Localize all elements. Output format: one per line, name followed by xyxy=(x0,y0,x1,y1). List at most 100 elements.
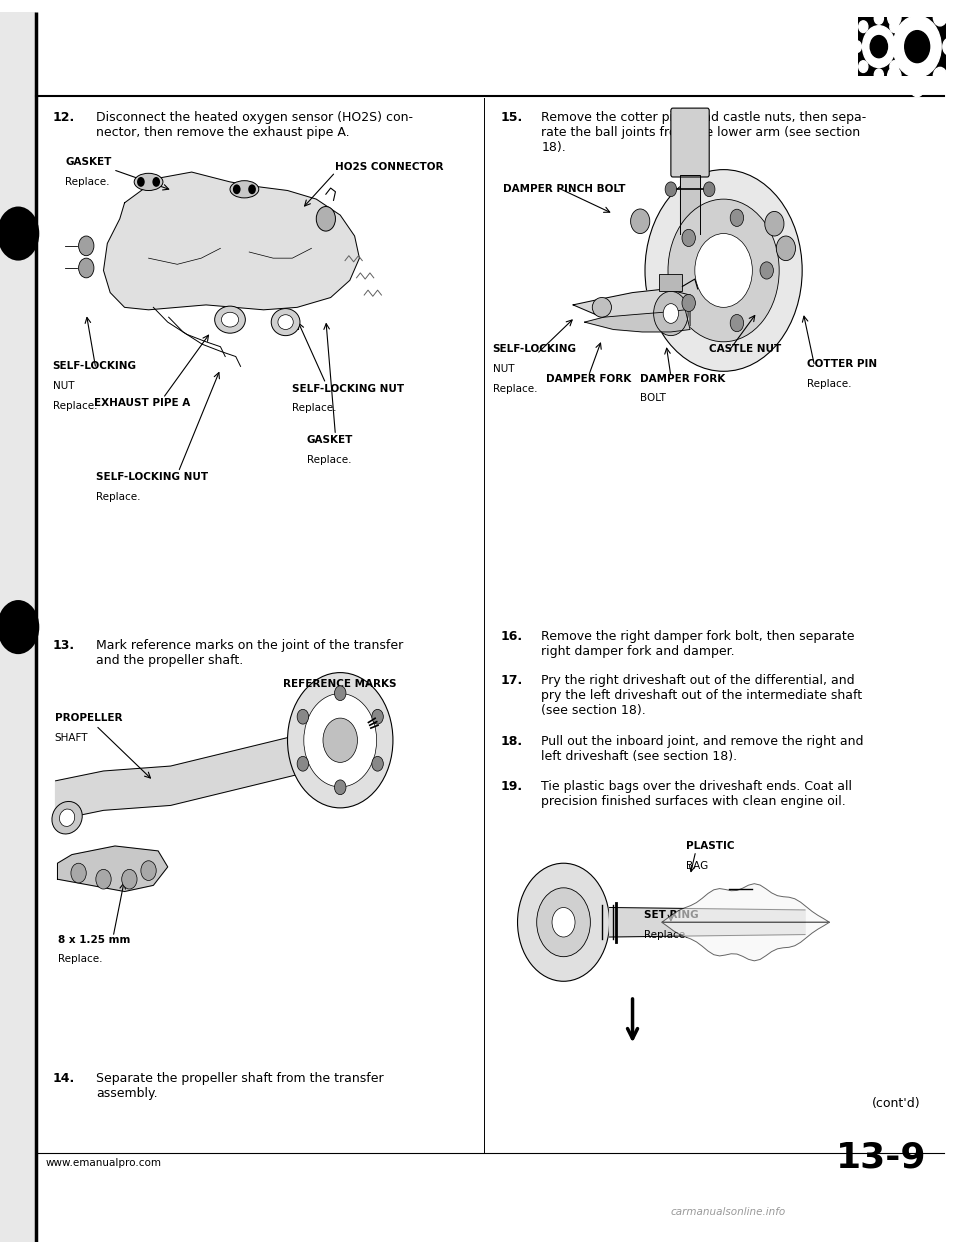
Text: Replace.: Replace. xyxy=(58,954,102,964)
Circle shape xyxy=(890,61,899,72)
Text: Remove the right damper fork bolt, then separate
right damper fork and damper.: Remove the right damper fork bolt, then … xyxy=(541,630,855,657)
Circle shape xyxy=(141,861,156,881)
Circle shape xyxy=(372,756,383,771)
Text: Tie plastic bags over the driveshaft ends. Coat all
precision finished surfaces : Tie plastic bags over the driveshaft end… xyxy=(541,780,852,807)
Circle shape xyxy=(875,12,883,25)
Text: 13-9: 13-9 xyxy=(836,1140,927,1175)
Circle shape xyxy=(323,718,357,763)
Text: 15.: 15. xyxy=(500,111,522,123)
Text: DAMPER FORK: DAMPER FORK xyxy=(640,374,726,384)
Circle shape xyxy=(233,184,241,194)
Circle shape xyxy=(645,170,803,371)
Text: 13.: 13. xyxy=(53,640,75,652)
Text: SELF-LOCKING NUT: SELF-LOCKING NUT xyxy=(292,384,404,394)
Circle shape xyxy=(904,31,929,62)
Text: Pry the right driveshaft out of the differential, and
pry the left driveshaft ou: Pry the right driveshaft out of the diff… xyxy=(541,674,863,717)
Circle shape xyxy=(249,184,256,194)
Text: Replace.: Replace. xyxy=(807,379,852,389)
Circle shape xyxy=(910,0,924,14)
Bar xyxy=(0,12,36,1242)
Text: 14.: 14. xyxy=(53,1072,75,1086)
Circle shape xyxy=(933,67,947,84)
FancyBboxPatch shape xyxy=(671,108,709,178)
Circle shape xyxy=(765,211,784,236)
Circle shape xyxy=(859,21,868,32)
Circle shape xyxy=(372,709,383,724)
Ellipse shape xyxy=(60,809,75,826)
Polygon shape xyxy=(104,173,359,309)
Text: (cont'd): (cont'd) xyxy=(872,1097,920,1110)
Circle shape xyxy=(631,209,650,233)
Text: Replace.: Replace. xyxy=(492,384,537,394)
Circle shape xyxy=(153,178,160,186)
Text: CASTLE NUT: CASTLE NUT xyxy=(709,344,781,354)
Circle shape xyxy=(682,230,695,246)
Text: SELF-LOCKING: SELF-LOCKING xyxy=(492,344,577,354)
Circle shape xyxy=(537,888,590,956)
Circle shape xyxy=(0,206,39,261)
Circle shape xyxy=(287,673,393,807)
Circle shape xyxy=(316,206,335,231)
Bar xyxy=(857,17,946,76)
Circle shape xyxy=(334,780,346,795)
Ellipse shape xyxy=(222,312,239,327)
Circle shape xyxy=(859,61,868,72)
Text: SET RING: SET RING xyxy=(644,910,699,920)
Text: SHAFT: SHAFT xyxy=(55,733,88,743)
Text: COTTER PIN: COTTER PIN xyxy=(807,359,877,369)
Circle shape xyxy=(695,233,753,307)
Text: NUT: NUT xyxy=(53,381,74,391)
Circle shape xyxy=(888,67,901,84)
Text: Replace.: Replace. xyxy=(65,178,109,188)
Text: NUT: NUT xyxy=(492,364,515,374)
Circle shape xyxy=(71,863,86,883)
Circle shape xyxy=(897,41,905,52)
Text: BAG: BAG xyxy=(686,861,708,871)
Polygon shape xyxy=(681,175,700,233)
Text: EXHAUST PIPE A: EXHAUST PIPE A xyxy=(94,399,190,409)
Text: SELF-LOCKING NUT: SELF-LOCKING NUT xyxy=(96,472,208,482)
Text: 16.: 16. xyxy=(500,630,522,642)
Circle shape xyxy=(137,178,145,186)
Text: PLASTIC: PLASTIC xyxy=(686,841,734,851)
Polygon shape xyxy=(573,289,690,329)
Polygon shape xyxy=(56,735,297,820)
Text: PROPELLER: PROPELLER xyxy=(55,713,122,723)
Circle shape xyxy=(0,600,39,655)
Bar xyxy=(660,274,683,292)
Text: Mark reference marks on the joint of the transfer
and the propeller shaft.: Mark reference marks on the joint of the… xyxy=(96,640,403,667)
Circle shape xyxy=(298,709,308,724)
Circle shape xyxy=(334,686,346,700)
Text: carmanualsonline.info: carmanualsonline.info xyxy=(671,1207,786,1217)
Circle shape xyxy=(96,869,111,889)
Ellipse shape xyxy=(278,314,293,329)
Text: Replace.: Replace. xyxy=(53,401,97,411)
Text: 18.: 18. xyxy=(500,735,522,749)
Circle shape xyxy=(910,79,924,97)
Circle shape xyxy=(875,70,883,81)
Circle shape xyxy=(893,16,941,77)
Circle shape xyxy=(890,21,899,32)
Circle shape xyxy=(704,181,715,196)
Circle shape xyxy=(303,693,376,787)
Circle shape xyxy=(878,39,892,55)
Circle shape xyxy=(79,236,94,256)
Circle shape xyxy=(552,908,575,936)
Text: Disconnect the heated oxygen sensor (HO2S) con-
nector, then remove the exhaust : Disconnect the heated oxygen sensor (HO2… xyxy=(96,111,413,139)
Ellipse shape xyxy=(215,306,246,333)
Circle shape xyxy=(668,199,780,342)
Text: BOLT: BOLT xyxy=(640,394,666,404)
Polygon shape xyxy=(585,309,690,332)
Ellipse shape xyxy=(592,298,612,317)
Text: SELF-LOCKING: SELF-LOCKING xyxy=(53,361,136,371)
Polygon shape xyxy=(58,846,168,892)
Text: HO2S CONNECTOR: HO2S CONNECTOR xyxy=(335,163,444,173)
Circle shape xyxy=(682,294,695,312)
Circle shape xyxy=(731,209,744,226)
Text: GASKET: GASKET xyxy=(65,158,111,168)
Text: DAMPER PINCH BOLT: DAMPER PINCH BOLT xyxy=(503,184,626,194)
Circle shape xyxy=(933,9,947,26)
Circle shape xyxy=(654,292,688,335)
Text: Separate the propeller shaft from the transfer
assembly.: Separate the propeller shaft from the tr… xyxy=(96,1072,383,1100)
Text: DAMPER FORK: DAMPER FORK xyxy=(546,374,632,384)
